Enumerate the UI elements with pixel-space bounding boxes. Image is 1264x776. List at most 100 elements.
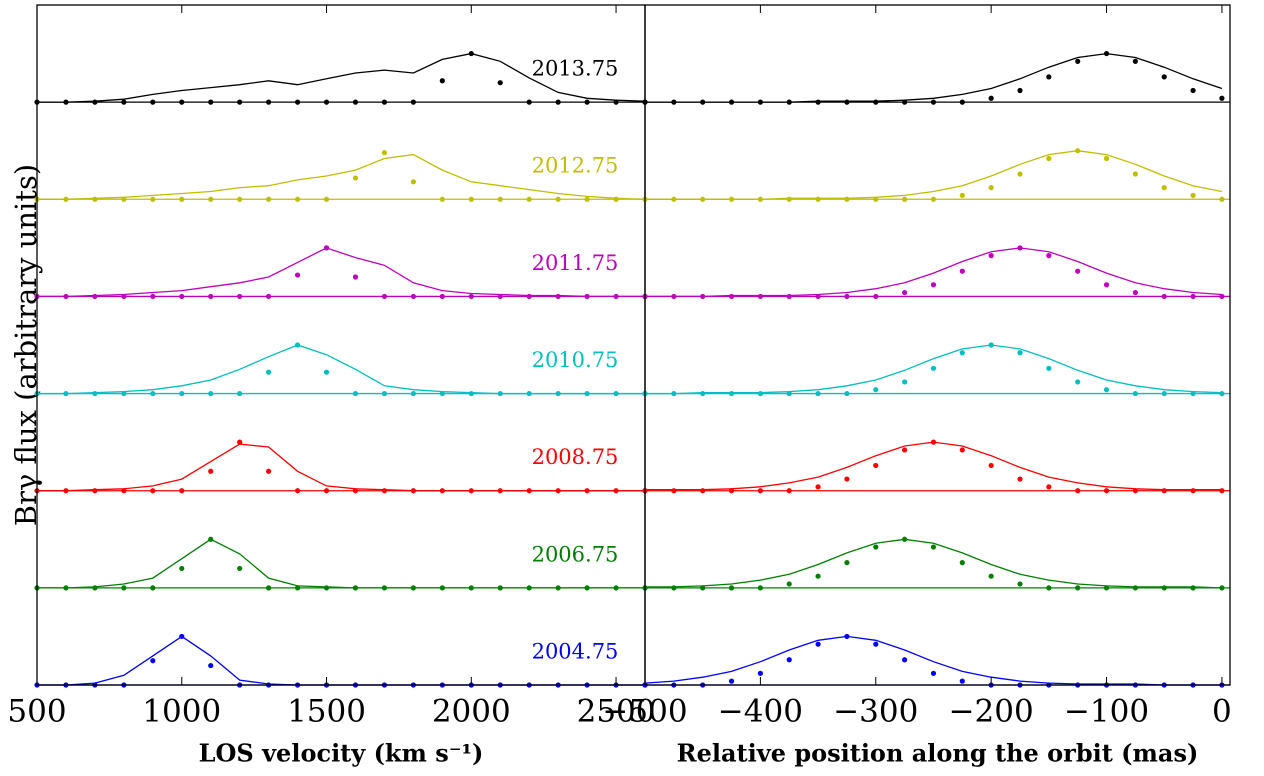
profile-dot [555,196,561,202]
profile-dot [902,289,908,296]
profile-dot [584,585,590,591]
profile-dot [208,293,214,300]
profile-dot [121,488,127,494]
profile-dot [237,565,243,572]
x-tick-label: 500 [7,694,66,730]
x-axis-label: Relative position along the orbit (mas) [677,739,1199,768]
series-label: 2013.75 [532,57,619,81]
profile-dot [1190,87,1196,94]
profile-dot [294,585,301,591]
profile-dot [844,633,850,640]
x-tick-label: 2500 [577,694,656,730]
x-axis-label: LOS velocity (km s⁻¹) [199,739,484,768]
profile-dot [671,585,677,591]
profile-dot [930,282,937,288]
profile-dot [1017,476,1023,482]
profile-dot [352,99,359,105]
profile-dot [1132,58,1138,64]
profile-dot [815,390,821,397]
profile-dot [150,196,156,202]
profile-dot [1075,148,1081,154]
profile-dot [410,179,416,185]
profile-line [37,344,645,395]
profile-line [37,443,645,492]
profile-dot [410,293,416,300]
profile-line [37,52,646,103]
profile-dot [988,573,994,579]
profile-dot [352,175,359,181]
profile-dot [757,390,763,397]
profile-dot [671,488,677,494]
profile-dot [352,274,359,280]
profile-dot [1161,585,1167,591]
profile-dot [237,293,243,300]
profile-dot [1161,74,1167,80]
profile-dot [381,99,388,105]
profile-dot [1132,171,1138,177]
profile-dot [208,536,214,542]
profile-dot [815,573,821,579]
series-label: 2011.75 [532,251,619,275]
profile-dot [930,670,937,676]
series-label: 2004.75 [532,639,619,663]
profile-dot [873,293,879,300]
profile-dot [266,293,272,300]
profile-dot [352,488,359,494]
profile-dot [1132,488,1138,494]
profile-dot [1219,585,1225,591]
profile-dot [1103,155,1110,162]
profile-dot [208,390,214,397]
profile-dot [988,185,994,191]
profile-dot [497,80,503,86]
profile-dot [902,657,908,663]
profile-dot [323,99,330,105]
profile-dot [555,585,561,591]
profile-dot [1219,488,1225,494]
profile-dot [1132,289,1138,296]
profile-dot [584,196,590,202]
profile-dot [150,390,156,397]
profile-dot [1219,390,1225,397]
profile-line [645,247,1222,298]
profile-dot [1046,155,1052,162]
profile-dot [1161,293,1167,300]
profile-dot [526,488,532,494]
profile-dot [179,99,185,105]
profile-dot [1190,192,1196,198]
profile-dot [555,293,561,300]
profile-dot [555,488,561,494]
profile-dot [179,293,185,300]
series-label: 2006.75 [532,542,619,566]
x-tick-label: 1000 [142,694,221,730]
profile-dot [208,196,214,202]
profile-dot [584,293,590,300]
profile-dot [613,390,619,397]
profile-dot [179,196,185,202]
profile-dot [352,390,359,397]
profile-dot [63,488,69,494]
series-label: 2012.75 [532,154,619,178]
profile-line [37,247,645,298]
profile-dot [468,488,474,494]
profile-dot [1161,488,1167,494]
profile-dot [700,390,706,397]
profile-dot [526,390,532,397]
profile-dot [930,196,937,202]
profile-dot [584,99,590,105]
profile-dot [352,585,359,591]
profile-dot [757,196,763,202]
profile-dot [121,196,127,202]
profile-dot [988,462,994,469]
profile-dot [1103,585,1110,591]
profile-dot [497,196,503,202]
profile-dot [844,99,850,105]
profile-dot [1075,585,1081,591]
profile-dot [179,565,185,572]
profile-dot [671,390,677,397]
profile-dot [584,390,590,397]
profile-dot [757,670,763,676]
profile-dot [959,560,965,566]
profile-dot [294,272,301,278]
profile-dot [815,196,821,202]
series-label: 2008.75 [532,445,619,469]
